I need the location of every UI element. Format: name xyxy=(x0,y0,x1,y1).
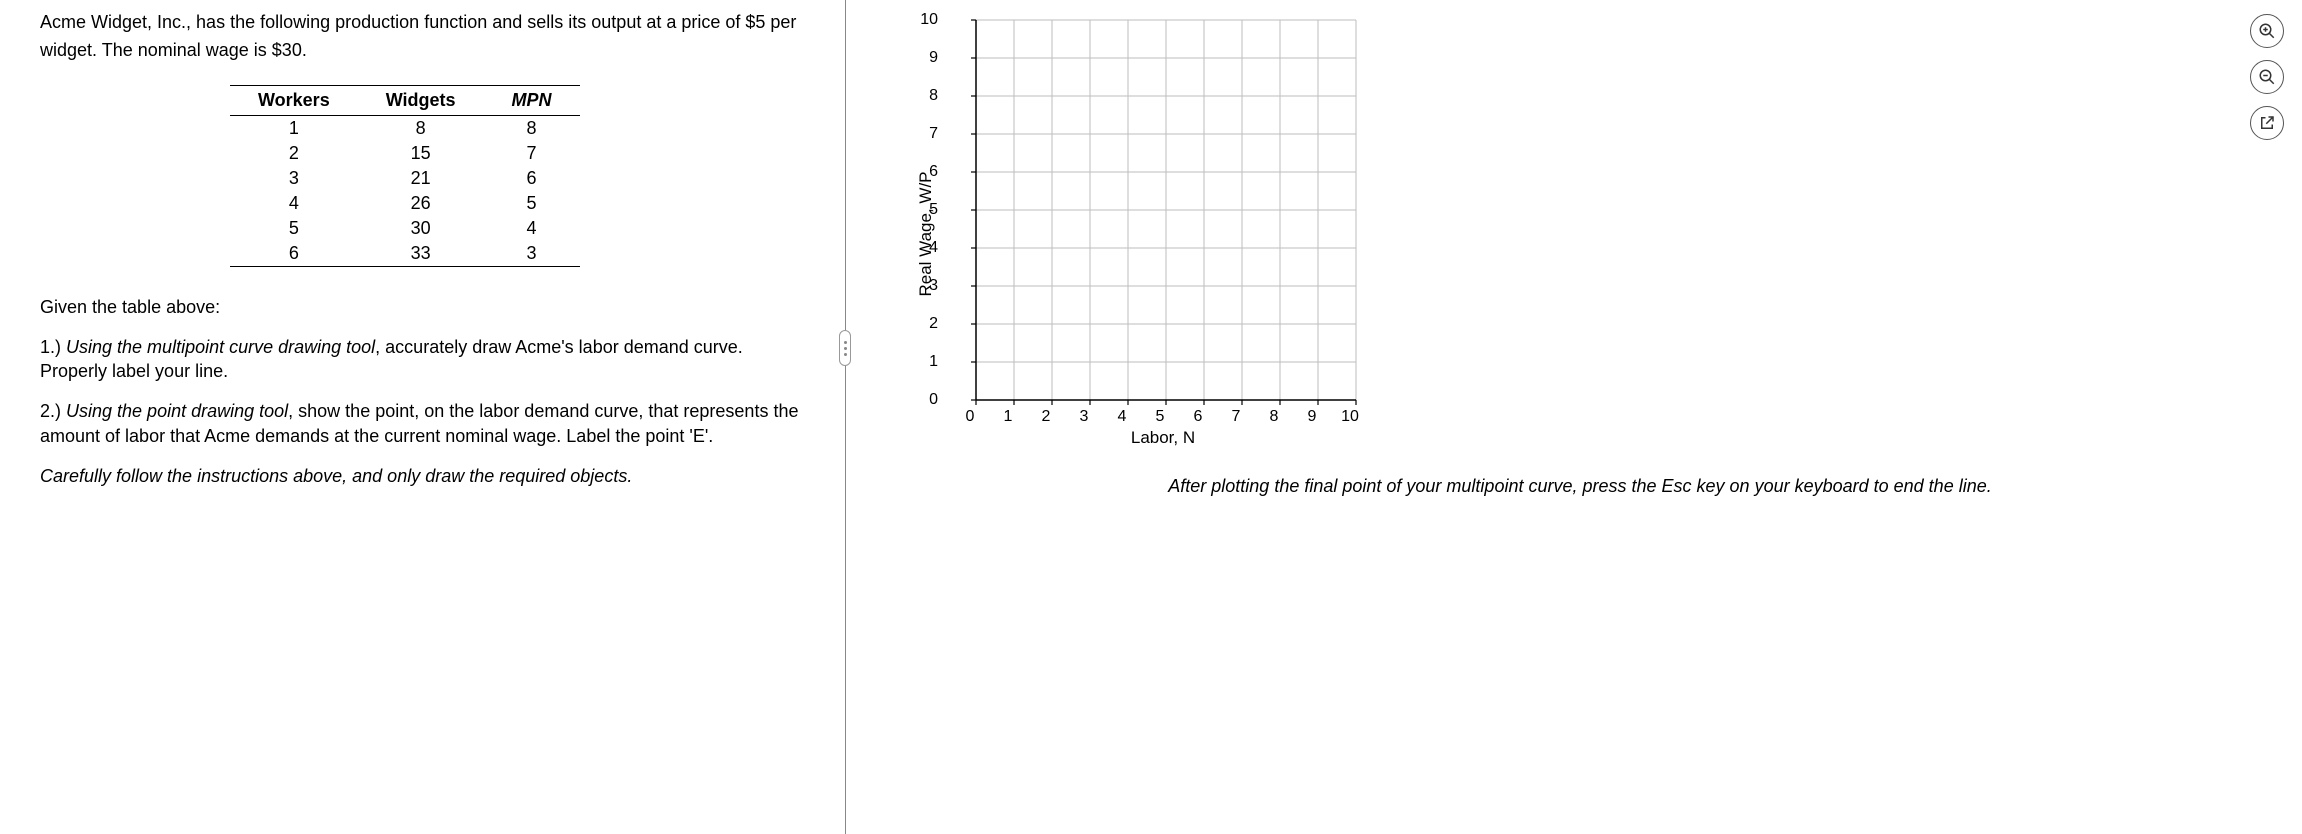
chart-block: Real Wage, W/P 012345678910 012345678910… xyxy=(970,20,1356,448)
question-pane: Acme Widget, Inc., has the following pro… xyxy=(0,0,830,834)
col-workers: Workers xyxy=(230,85,358,115)
graph-pane: Real Wage, W/P 012345678910 012345678910… xyxy=(860,0,2302,834)
col-mpn: MPN xyxy=(484,85,580,115)
x-tick-label: 3 xyxy=(1080,408,1089,426)
y-tick-label: 4 xyxy=(912,239,938,257)
x-tick-label: 0 xyxy=(966,408,975,426)
drag-handle-icon[interactable] xyxy=(839,330,851,366)
y-tick-label: 2 xyxy=(912,315,938,333)
divider-line xyxy=(845,0,846,834)
instructions: Given the table above: 1.) Using the mul… xyxy=(40,295,800,489)
y-tick-label: 10 xyxy=(912,11,938,29)
plot-wrap: 012345678910 012345678910 Labor, N xyxy=(970,20,1356,448)
table-row: 5304 xyxy=(230,216,580,241)
zoom-out-button[interactable] xyxy=(2250,60,2284,94)
table-row: 3216 xyxy=(230,166,580,191)
y-tick-label: 7 xyxy=(912,125,938,143)
x-axis-label: Labor, N xyxy=(970,428,1356,448)
table-row: 6333 xyxy=(230,241,580,267)
x-tick-label: 8 xyxy=(1270,408,1279,426)
main-container: Acme Widget, Inc., has the following pro… xyxy=(0,0,2302,834)
table-header-row: Workers Widgets MPN xyxy=(230,85,580,115)
y-tick-label: 3 xyxy=(912,277,938,295)
question-1: 1.) Using the multipoint curve drawing t… xyxy=(40,335,800,384)
plot-hint: After plotting the final point of your m… xyxy=(870,474,2290,498)
y-tick-label: 1 xyxy=(912,353,938,371)
question-2: 2.) Using the point drawing tool, show t… xyxy=(40,399,800,448)
y-tick-label: 6 xyxy=(912,163,938,181)
x-ticks: 012345678910 xyxy=(970,406,1350,426)
table-row: 2157 xyxy=(230,141,580,166)
intro-line-1: Acme Widget, Inc., has the following pro… xyxy=(40,10,800,34)
y-tick-label: 5 xyxy=(912,201,938,219)
x-tick-label: 1 xyxy=(1004,408,1013,426)
plot-area[interactable] xyxy=(970,20,1356,406)
table-row: 4265 xyxy=(230,191,580,216)
y-tick-label: 8 xyxy=(912,87,938,105)
production-table: Workers Widgets MPN 188 2157 3216 4265 5… xyxy=(230,85,580,267)
x-tick-label: 6 xyxy=(1194,408,1203,426)
table-row: 188 xyxy=(230,115,580,141)
y-tick-label: 0 xyxy=(912,391,938,409)
intro-line-2: widget. The nominal wage is $30. xyxy=(40,38,800,62)
zoom-in-button[interactable] xyxy=(2250,14,2284,48)
careful-note: Carefully follow the instructions above,… xyxy=(40,464,800,488)
graph-toolbar xyxy=(2250,14,2284,140)
popout-icon xyxy=(2258,114,2276,132)
x-tick-label: 9 xyxy=(1308,408,1317,426)
pane-divider[interactable] xyxy=(830,0,860,834)
intro-text: Acme Widget, Inc., has the following pro… xyxy=(40,10,800,63)
x-tick-label: 4 xyxy=(1118,408,1127,426)
x-tick-label: 7 xyxy=(1232,408,1241,426)
given-label: Given the table above: xyxy=(40,295,800,319)
x-tick-label: 10 xyxy=(1341,408,1359,426)
col-widgets: Widgets xyxy=(358,85,484,115)
x-tick-label: 2 xyxy=(1042,408,1051,426)
zoom-in-icon xyxy=(2258,22,2276,40)
x-tick-label: 5 xyxy=(1156,408,1165,426)
y-tick-label: 9 xyxy=(912,49,938,67)
zoom-out-icon xyxy=(2258,68,2276,86)
production-table-wrap: Workers Widgets MPN 188 2157 3216 4265 5… xyxy=(40,67,800,281)
popout-button[interactable] xyxy=(2250,106,2284,140)
